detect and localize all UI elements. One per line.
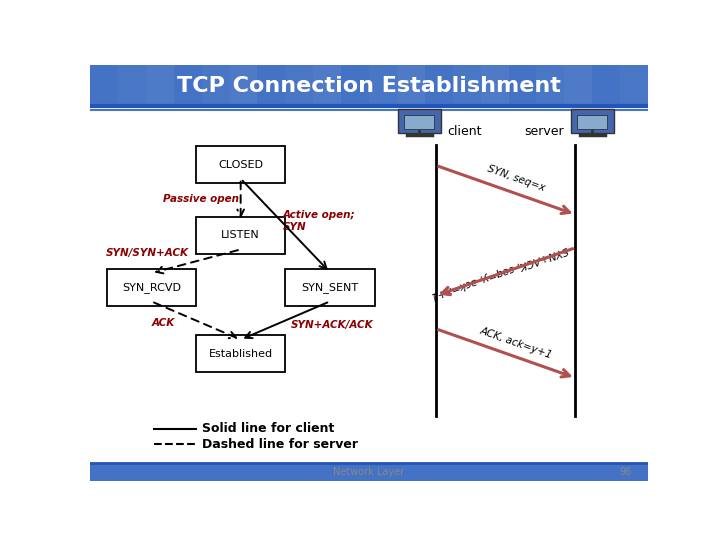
Text: Dashed line for server: Dashed line for server: [202, 437, 358, 450]
FancyBboxPatch shape: [481, 65, 508, 106]
Text: Established: Established: [209, 349, 273, 359]
Text: ACK: ACK: [151, 319, 175, 328]
Text: SYN+ACK, seq=y, ack=x+1: SYN+ACK, seq=y, ack=x+1: [429, 244, 569, 300]
FancyBboxPatch shape: [196, 335, 285, 372]
FancyBboxPatch shape: [90, 463, 648, 481]
FancyBboxPatch shape: [230, 65, 258, 106]
Text: LISTEN: LISTEN: [221, 230, 260, 240]
FancyBboxPatch shape: [313, 65, 341, 106]
Text: Network Layer: Network Layer: [333, 467, 405, 477]
FancyBboxPatch shape: [196, 217, 285, 254]
Text: Active open;
SYN: Active open; SYN: [282, 210, 355, 232]
Text: SYN/SYN+ACK: SYN/SYN+ACK: [106, 248, 189, 258]
FancyBboxPatch shape: [564, 65, 593, 106]
FancyBboxPatch shape: [285, 269, 374, 306]
Text: 96: 96: [619, 467, 631, 477]
Text: SYN, seq=x: SYN, seq=x: [485, 164, 546, 193]
FancyBboxPatch shape: [570, 109, 614, 133]
Text: ACK, ack=y+1: ACK, ack=y+1: [478, 326, 553, 360]
Text: client: client: [447, 125, 482, 138]
FancyBboxPatch shape: [107, 269, 196, 306]
Text: CLOSED: CLOSED: [218, 160, 264, 170]
Text: Passive open: Passive open: [163, 194, 238, 204]
Text: SYN+ACK/ACK: SYN+ACK/ACK: [291, 320, 374, 330]
FancyBboxPatch shape: [90, 65, 648, 106]
Text: server: server: [525, 125, 564, 138]
FancyBboxPatch shape: [397, 109, 441, 133]
FancyBboxPatch shape: [145, 65, 174, 106]
Text: TCP Connection Establishment: TCP Connection Establishment: [177, 76, 561, 96]
Text: SYN_SENT: SYN_SENT: [302, 282, 359, 293]
Text: SYN_RCVD: SYN_RCVD: [122, 282, 181, 293]
FancyBboxPatch shape: [397, 65, 425, 106]
FancyBboxPatch shape: [196, 146, 285, 183]
Text: Solid line for client: Solid line for client: [202, 422, 334, 435]
FancyBboxPatch shape: [404, 114, 434, 129]
FancyBboxPatch shape: [577, 114, 608, 129]
